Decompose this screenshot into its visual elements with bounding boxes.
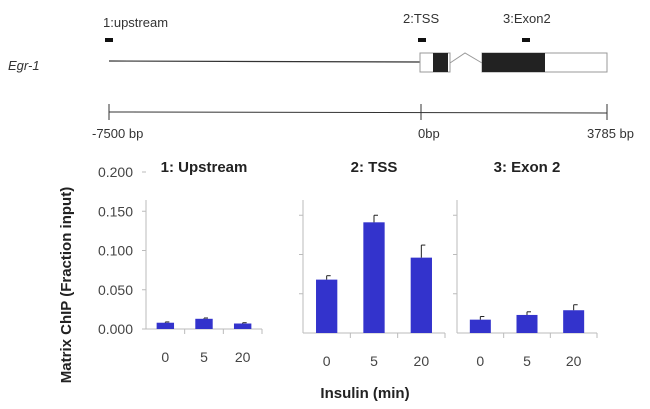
x-tick-label: 5 xyxy=(523,353,531,369)
scale-label-start: -7500 bp xyxy=(92,126,143,141)
panel-2: 2: TSS 0 5 20 xyxy=(299,159,446,369)
primer-exon2 xyxy=(522,38,530,42)
y-tick-label: 0.100 xyxy=(98,243,133,259)
panel-title: 1: Upstream xyxy=(161,159,248,176)
x-tick-label: 5 xyxy=(200,349,208,365)
gene-map: 1:upstream 2:TSS 3:Exon2 Egr-1 -7500 bp … xyxy=(8,11,634,141)
primer-upstream xyxy=(105,38,113,42)
bar xyxy=(156,322,175,329)
bar xyxy=(469,319,491,333)
bar xyxy=(563,310,585,333)
bar xyxy=(195,318,213,329)
exon2-coding xyxy=(482,53,545,72)
y-tick-label: 0.200 xyxy=(98,164,133,180)
x-tick-label: 0 xyxy=(323,353,331,369)
x-tick-label: 20 xyxy=(235,349,251,365)
y-tick-label: 0.000 xyxy=(98,321,133,337)
y-tick-label: 0.050 xyxy=(98,282,133,298)
chart-panels: 0.000 0.050 0.100 0.150 0.200 1: Upstream 0 5 20… xyxy=(98,159,598,369)
x-axis-label: Insulin (min) xyxy=(320,385,409,402)
x-tick-label: 0 xyxy=(161,349,169,365)
region-label-tss: 2:TSS xyxy=(403,11,439,26)
x-tick-label: 20 xyxy=(566,353,582,369)
primer-tss xyxy=(418,38,426,42)
x-tick-label: 20 xyxy=(414,353,430,369)
panel-title: 2: TSS xyxy=(351,159,398,176)
panel-3: 3: Exon 2 0 5 20 xyxy=(453,159,598,369)
region-label-exon2: 3:Exon2 xyxy=(503,11,551,26)
scale-label-zero: 0bp xyxy=(418,126,440,141)
x-tick-label: 0 xyxy=(476,353,484,369)
bar xyxy=(363,222,385,333)
splice-line xyxy=(449,52,483,64)
bar xyxy=(410,257,432,333)
y-axis-label: Matrix ChIP (Fraction input) xyxy=(58,187,75,383)
bar xyxy=(316,279,338,333)
gene-name: Egr-1 xyxy=(8,58,40,73)
intron-line xyxy=(108,60,421,63)
bar xyxy=(233,323,252,329)
bar xyxy=(516,314,538,333)
panel-1: 1: Upstream 0 5 20 xyxy=(145,159,263,365)
x-tick-label: 5 xyxy=(370,353,378,369)
exon1-coding xyxy=(433,53,448,72)
scale-line xyxy=(108,111,608,114)
y-tick-label: 0.150 xyxy=(98,203,133,219)
scale-label-end: 3785 bp xyxy=(587,126,634,141)
panel-title: 3: Exon 2 xyxy=(494,159,561,176)
region-label-upstream: 1:upstream xyxy=(103,15,168,30)
